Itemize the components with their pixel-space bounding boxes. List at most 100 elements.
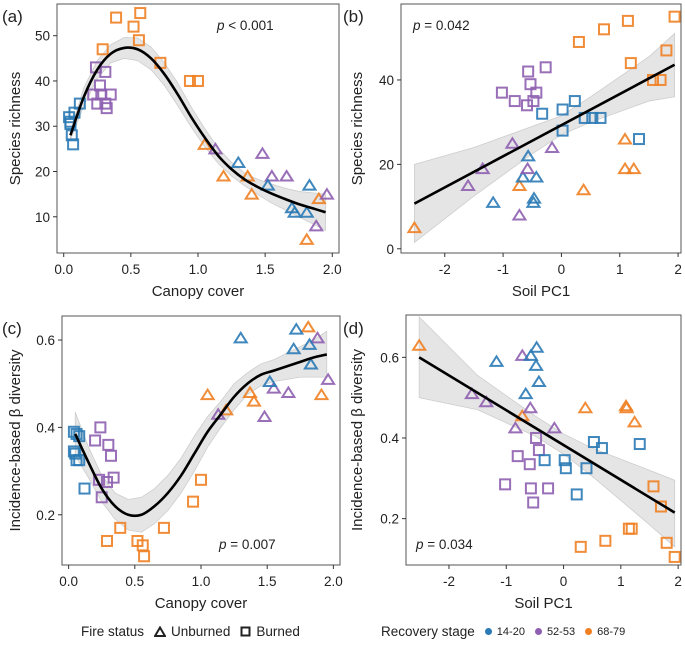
point-burned-14-20 — [595, 442, 608, 455]
plot-frame — [405, 314, 682, 566]
point-burned-68-79 — [96, 43, 109, 56]
panel-label: (c) — [2, 319, 22, 338]
point-unburned-14-20 — [285, 341, 302, 355]
point-unburned-52-53 — [280, 385, 297, 398]
point-unburned-14-20 — [528, 170, 545, 183]
legend-fire-status: Fire status Unburned Burned — [81, 624, 300, 639]
point-burned-68-79 — [187, 495, 200, 508]
point-unburned-68-79 — [298, 232, 315, 245]
legend-recovery-title: Recovery stage — [381, 624, 475, 639]
legend-item-unburned: Unburned — [154, 624, 230, 639]
point-burned-68-79 — [599, 534, 612, 547]
point-burned-68-79 — [625, 522, 638, 535]
y-tick-label: 0.4 — [380, 431, 399, 446]
point-unburned-68-79 — [215, 169, 232, 182]
legend-fire-status-title: Fire status — [81, 624, 145, 639]
p-value: = 0.042 — [421, 18, 470, 33]
point-unburned-52-53 — [256, 409, 273, 422]
legend-item-14-20: 14-20 — [484, 626, 525, 638]
point-unburned-68-79 — [196, 137, 213, 150]
fit-line — [418, 356, 676, 514]
p-value-annotation: p = 0.034 — [415, 537, 473, 552]
point-unburned-68-79 — [618, 400, 635, 414]
p-symbol: p — [415, 537, 424, 552]
point-burned-14-20 — [587, 436, 600, 449]
y-axis-label: Species richness — [349, 72, 366, 185]
point-unburned-14-20 — [230, 155, 247, 168]
point-unburned-14-20 — [520, 149, 536, 162]
confidence-band — [414, 32, 675, 244]
point-unburned-14-20 — [298, 205, 315, 218]
x-tick-label: 1.0 — [192, 574, 211, 589]
legend-item-burned: Burned — [240, 624, 300, 639]
point-unburned-68-79 — [199, 387, 216, 401]
point-burned-14-20 — [556, 103, 569, 116]
point-unburned-68-79 — [575, 182, 592, 196]
point-burned-52-53 — [527, 95, 540, 108]
point-burned-52-53 — [499, 478, 512, 491]
panel-c: 0.0 0.5 1.0 1.5 2.0 0.2 0.4 0.6 Canopy cover Inci… — [2, 315, 343, 612]
dot-icon-14-20 — [484, 628, 492, 635]
fit-line — [69, 46, 326, 214]
point-burned-14-20 — [69, 447, 82, 460]
point-burned-14-20 — [633, 133, 645, 146]
point-unburned-68-79 — [626, 414, 643, 428]
y-tick-label: 0.4 — [36, 420, 55, 435]
point-burned-14-20 — [558, 454, 571, 467]
point-burned-68-79 — [192, 74, 204, 87]
panel-label: (b) — [343, 7, 364, 26]
point-burned-14-20 — [559, 462, 572, 475]
point-unburned-68-79 — [511, 178, 528, 191]
legend-label-52-53: 52-53 — [546, 625, 576, 638]
point-burned-14-20 — [570, 488, 583, 501]
p-value: = 0.034 — [424, 537, 474, 552]
point-burned-68-79 — [134, 7, 147, 20]
x-tick-label: 2 — [674, 262, 682, 277]
point-unburned-52-53 — [265, 381, 282, 394]
point-unburned-52-53 — [460, 178, 476, 191]
p-symbol: p — [216, 18, 225, 33]
y-tick-label: 0.6 — [380, 350, 399, 365]
point-unburned-14-20 — [288, 322, 305, 335]
panel-label: (a) — [2, 7, 23, 26]
point-unburned-52-53 — [309, 330, 326, 344]
point-burned-68-79 — [647, 480, 660, 493]
legend-label-unburned: Unburned — [171, 624, 231, 639]
point-unburned-14-20 — [286, 205, 303, 218]
x-axis-label: Canopy cover — [155, 595, 248, 612]
x-tick-label: -1 — [497, 262, 509, 277]
p-value: < 0.001 — [225, 18, 274, 33]
point-burned-14-20 — [536, 107, 549, 120]
x-tick-label: 1.0 — [189, 262, 208, 277]
point-burned-68-79 — [622, 522, 635, 535]
point-unburned-14-20 — [262, 374, 278, 388]
x-tick-label: 1.5 — [256, 262, 275, 277]
point-burned-68-79 — [157, 521, 170, 534]
point-unburned-14-20 — [260, 178, 276, 191]
point-burned-14-20 — [568, 95, 581, 108]
point-unburned-52-53 — [546, 421, 563, 434]
point-unburned-52-53 — [478, 394, 495, 408]
x-tick-label: 2.0 — [324, 574, 343, 589]
point-unburned-14-20 — [528, 358, 544, 371]
point-unburned-68-79 — [625, 161, 642, 175]
point-burned-52-53 — [495, 86, 508, 99]
point-burned-52-53 — [530, 86, 543, 99]
square-icon — [240, 626, 251, 637]
point-unburned-52-53 — [264, 169, 280, 182]
point-unburned-52-53 — [254, 146, 271, 159]
point-burned-52-53 — [104, 88, 117, 101]
point-unburned-68-79 — [406, 220, 423, 234]
point-burned-14-20 — [78, 482, 91, 495]
p-symbol: p — [412, 18, 421, 33]
y-tick-label: 20 — [379, 157, 394, 172]
point-unburned-52-53 — [320, 372, 336, 385]
x-tick-label: 2.0 — [323, 262, 342, 277]
dot-icon-68-79 — [585, 628, 593, 635]
point-burned-68-79 — [624, 57, 637, 70]
point-burned-14-20 — [580, 462, 593, 475]
point-burned-52-53 — [542, 482, 555, 495]
point-unburned-68-79 — [577, 400, 594, 414]
